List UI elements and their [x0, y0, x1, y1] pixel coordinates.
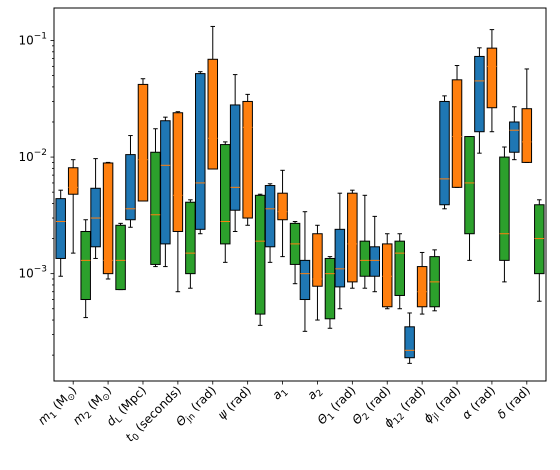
box-14-series-1 — [509, 106, 520, 161]
box-5-series-2 — [207, 25, 219, 170]
box-body — [160, 120, 171, 245]
box-5-series-1 — [195, 71, 206, 235]
y-tick-label: 10−1 — [18, 31, 47, 47]
box-13-series-2 — [486, 29, 498, 133]
box-body — [369, 246, 380, 277]
box-body — [474, 55, 485, 133]
box-6-series-2 — [242, 93, 253, 226]
box-12-series-1 — [439, 95, 450, 210]
plot-area — [55, 25, 545, 364]
box-10-series-2 — [381, 233, 393, 310]
box-13-series-3 — [499, 146, 510, 283]
box-14-series-3 — [534, 199, 545, 302]
box-body — [264, 185, 276, 248]
box-body — [334, 228, 346, 288]
box-12-series-2 — [451, 65, 463, 188]
box-body — [486, 47, 498, 109]
box-10-series-3 — [394, 233, 405, 310]
box-body — [55, 198, 66, 259]
box-11-series-3 — [429, 249, 440, 312]
box-body — [416, 266, 428, 308]
box-body — [464, 136, 475, 235]
box-body — [254, 194, 266, 315]
box-body — [125, 154, 136, 221]
y-tick-label: 10−3 — [18, 265, 47, 281]
box-body — [115, 224, 126, 291]
box-8-series-1 — [299, 211, 311, 332]
box-body — [509, 121, 520, 153]
box-body — [172, 112, 184, 232]
box-11-series-2 — [416, 251, 428, 315]
box-4-series-1 — [160, 116, 171, 268]
box-body — [534, 204, 545, 275]
box-6-series-3 — [254, 193, 266, 326]
box-body — [381, 243, 393, 308]
box-body — [347, 192, 358, 283]
box-body — [195, 73, 206, 230]
box-body — [102, 162, 114, 275]
box-9-series-1 — [334, 192, 346, 310]
box-body — [499, 156, 510, 261]
box-body — [404, 326, 415, 359]
box-8-series-2 — [312, 224, 323, 321]
box-body — [299, 259, 311, 301]
box-2-series-1 — [90, 158, 101, 259]
axes-frame — [53, 7, 547, 382]
box-14-series-2 — [521, 68, 533, 163]
box-body — [439, 100, 450, 206]
box-body — [80, 230, 91, 301]
box-1-series-2 — [67, 159, 79, 254]
box-3-series-1 — [125, 135, 136, 228]
box-2-series-3 — [115, 222, 126, 291]
box-5-series-3 — [220, 141, 231, 263]
box-body — [90, 187, 101, 248]
box-4-series-2 — [172, 111, 184, 293]
box-1-series-3 — [80, 219, 91, 319]
box-8-series-3 — [324, 256, 336, 329]
box-4-series-3 — [185, 199, 196, 289]
box-body — [521, 108, 533, 163]
box-body — [451, 79, 463, 188]
box-11-series-1 — [404, 312, 415, 364]
box-3-series-2 — [137, 78, 149, 202]
box-body — [359, 240, 371, 277]
box-body — [277, 192, 288, 221]
box-7-series-3 — [289, 221, 301, 285]
box-body — [150, 151, 161, 265]
box-2-series-2 — [102, 161, 114, 280]
box-10-series-1 — [369, 215, 380, 293]
box-body — [137, 83, 149, 202]
y-axis: 10−3 10−2 10−1 — [18, 31, 54, 356]
box-1-series-1 — [55, 189, 66, 277]
box-9-series-2 — [347, 189, 358, 289]
box-body — [242, 100, 253, 219]
box-body — [220, 144, 231, 245]
y-tick-label: 10−2 — [18, 148, 47, 164]
box-9-series-3 — [359, 194, 371, 289]
box-body — [229, 104, 241, 211]
box-7-series-2 — [277, 169, 288, 258]
box-body — [67, 167, 79, 195]
box-13-series-1 — [474, 47, 485, 154]
box-12-series-3 — [464, 136, 475, 261]
box-body — [312, 233, 323, 287]
box-body — [324, 257, 336, 320]
box-body — [394, 240, 405, 296]
box-body — [207, 58, 219, 170]
box-3-series-3 — [150, 128, 161, 268]
box-body — [185, 201, 196, 275]
